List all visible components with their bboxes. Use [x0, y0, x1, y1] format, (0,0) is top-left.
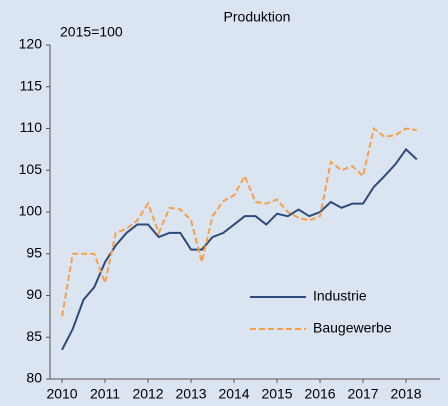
- annotation: 2015=100: [60, 24, 123, 40]
- x-tick-label: 2010: [46, 386, 77, 402]
- chart-title: Produktion: [224, 9, 291, 25]
- legend-label: Industrie: [313, 288, 367, 304]
- y-tick-label: 105: [19, 161, 43, 177]
- legend-label: Baugewerbe: [313, 320, 392, 336]
- x-tick-label: 2015: [261, 386, 292, 402]
- y-tick-label: 80: [26, 370, 42, 386]
- x-tick-label: 2018: [390, 386, 421, 402]
- y-tick-label: 115: [20, 77, 43, 93]
- y-tick-label: 120: [19, 36, 43, 52]
- y-tick-label: 85: [26, 328, 42, 344]
- y-tick-label: 95: [26, 244, 42, 260]
- x-tick-label: 2016: [304, 386, 335, 402]
- x-tick-label: 2014: [218, 386, 249, 402]
- series-line: [61, 147, 418, 351]
- x-tick-label: 2011: [90, 386, 120, 402]
- x-tick-label: 2012: [132, 386, 163, 402]
- y-tick-label: 110: [20, 119, 43, 135]
- y-tick-label: 100: [19, 203, 43, 219]
- y-tick-label: 90: [26, 286, 42, 302]
- x-tick-label: 2017: [347, 386, 378, 402]
- x-tick-label: 2013: [175, 386, 206, 402]
- series-line: [61, 126, 417, 317]
